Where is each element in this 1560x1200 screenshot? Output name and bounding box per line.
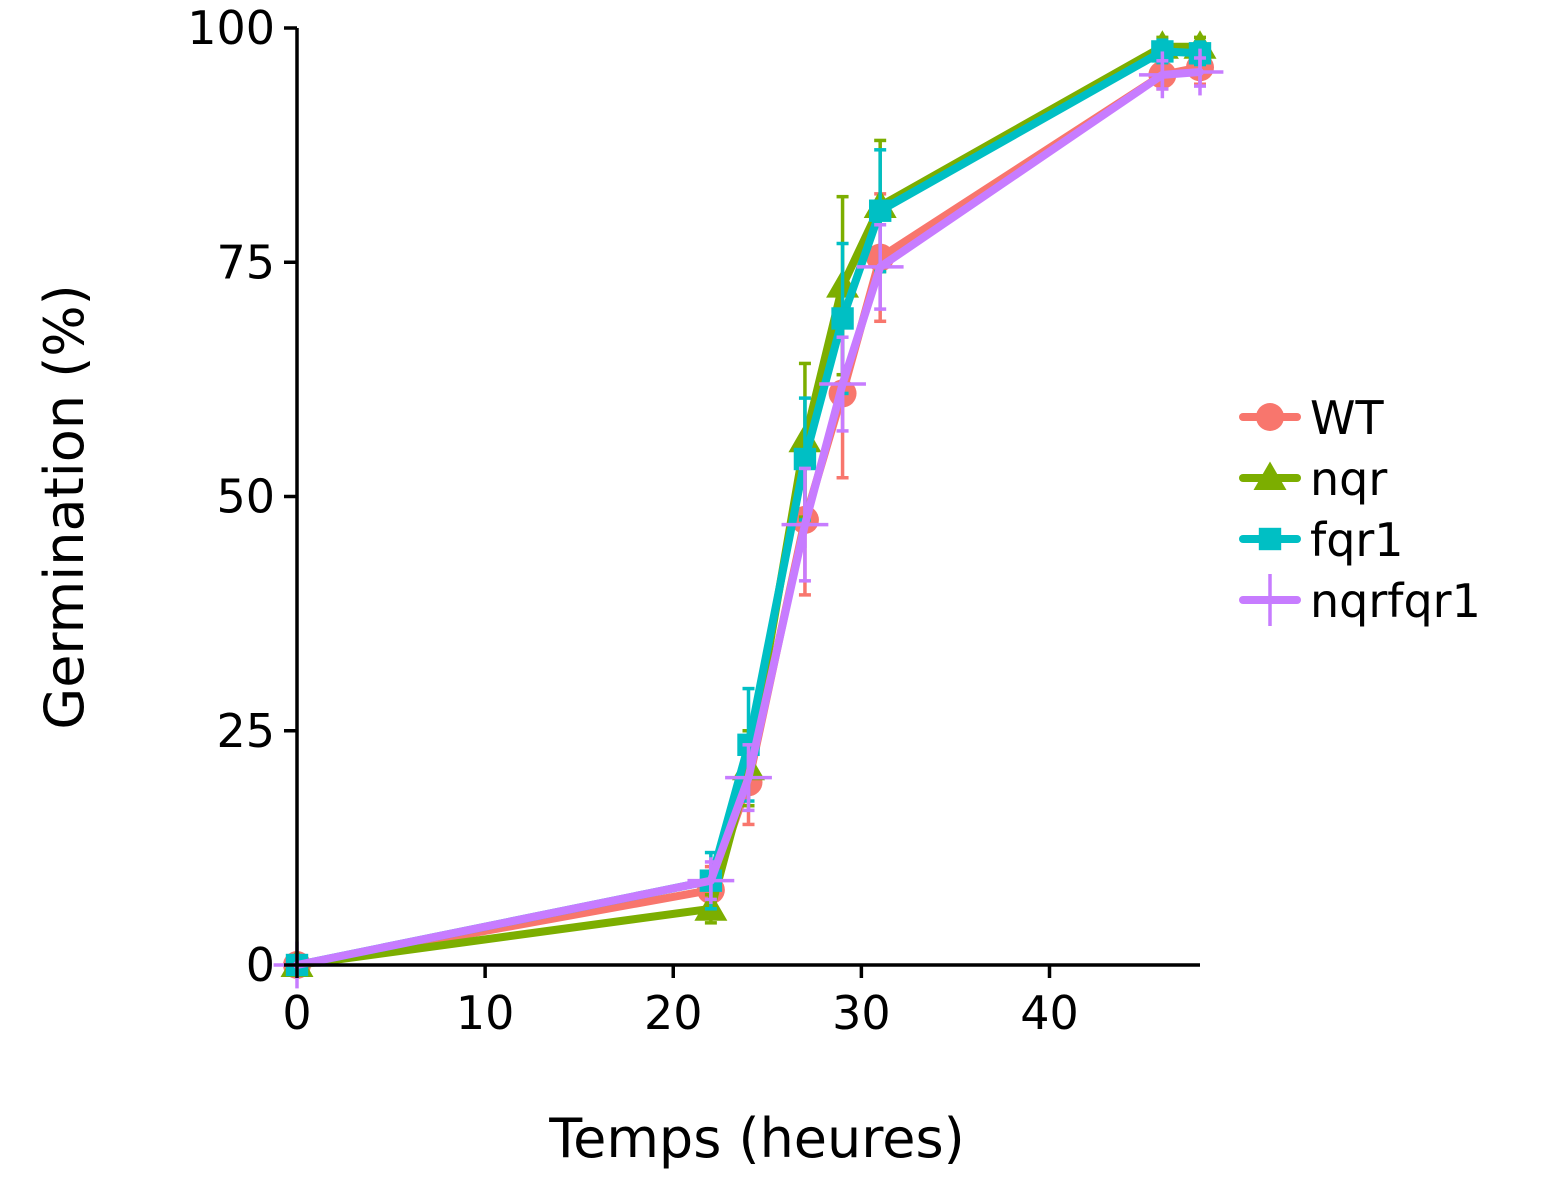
- y-tick-label: 0: [246, 938, 275, 992]
- y-axis-title: Germination (%): [33, 284, 96, 729]
- legend-entry-nqr: nqr: [1239, 452, 1387, 506]
- legend-entry-nqrfqr1: nqrfqr1: [1239, 574, 1481, 628]
- data-point-nqrfqr1: [1138, 51, 1186, 99]
- data-point-fqr1: [868, 199, 892, 222]
- legend-label-nqrfqr1: nqrfqr1: [1310, 574, 1481, 628]
- legend-label-wt: WT: [1310, 391, 1384, 445]
- series-nqrfqr1: [273, 48, 1224, 989]
- data-point-fqr1: [831, 307, 854, 330]
- series-line-wt: [293, 63, 1204, 969]
- data-point-fqr1: [1151, 40, 1174, 63]
- x-tick-label: 0: [282, 986, 311, 1040]
- legend-marker-nqr: [1253, 461, 1287, 490]
- legend-marker-nqrfqr1: [1244, 574, 1296, 626]
- data-point-nqrfqr1: [856, 243, 904, 291]
- series-line-nqrfqr1: [293, 68, 1204, 969]
- data-point-nqrfqr1: [1176, 48, 1224, 96]
- series-nqr: [280, 30, 1217, 977]
- data-point-nqrfqr1: [687, 857, 735, 905]
- legend-marker-wt: [1256, 403, 1284, 431]
- legend-label-nqr: nqr: [1310, 452, 1387, 506]
- series-line-fqr1: [293, 47, 1204, 969]
- axes: 0 25 50 75 100 0 10 20 30 40: [187, 1, 1200, 1040]
- legend-entry-wt: WT: [1239, 391, 1384, 445]
- x-axis-title: Temps (heures): [548, 1107, 964, 1170]
- data-point-nqrfqr1: [781, 501, 829, 549]
- x-tick-label: 20: [644, 986, 703, 1040]
- legend-label-fqr1: fqr1: [1310, 513, 1404, 567]
- x-tick-label: 10: [456, 986, 515, 1040]
- series-fqr1: [285, 38, 1212, 977]
- data-point-fqr1: [793, 447, 817, 471]
- y-tick-label: 50: [216, 470, 275, 524]
- y-tick-label: 75: [216, 235, 275, 289]
- x-tick-label: 40: [1020, 986, 1079, 1040]
- x-tick-label: 30: [832, 986, 891, 1040]
- data-point-nqrfqr1: [725, 754, 772, 801]
- series-wt: [283, 48, 1214, 979]
- plot-area: [273, 30, 1224, 989]
- y-tick-label: 25: [216, 704, 275, 758]
- legend-entry-fqr1: fqr1: [1239, 513, 1404, 567]
- y-tick-label: 100: [187, 1, 275, 55]
- legend-marker-fqr1: [1258, 527, 1282, 551]
- data-point-nqrfqr1: [819, 360, 866, 408]
- series-line-nqr: [293, 42, 1204, 969]
